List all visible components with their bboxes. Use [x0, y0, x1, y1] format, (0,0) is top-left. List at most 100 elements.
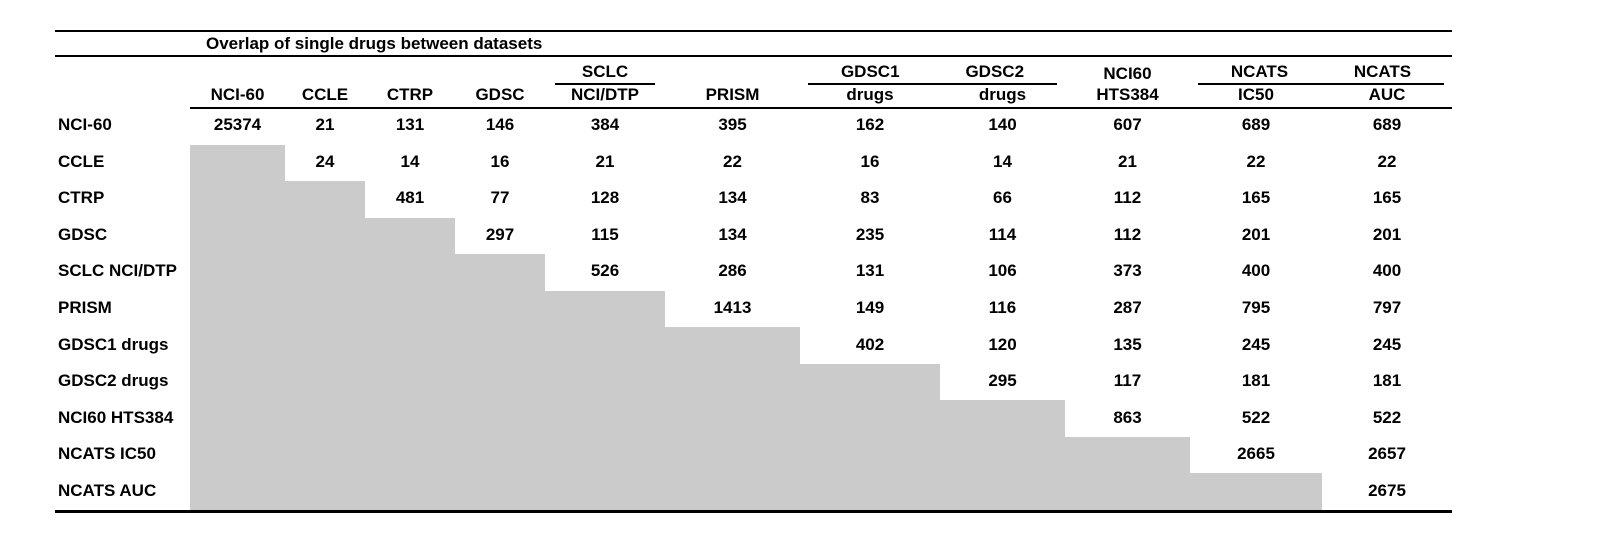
- overlap-value-cell: 16: [860, 151, 880, 171]
- column-header-prism: PRISM: [665, 85, 800, 109]
- overlap-value-cell: 14: [993, 151, 1012, 171]
- shaded-cell: [365, 254, 455, 291]
- overlap-value-cell: 21: [595, 151, 615, 171]
- row-label: GDSC1 drugs: [58, 334, 169, 354]
- column-header-nci-dtp: NCI/DTP: [545, 85, 665, 109]
- overlap-value-cell: 384: [590, 115, 620, 135]
- shaded-cell: [285, 473, 365, 511]
- shaded-cell: [800, 473, 940, 511]
- shaded-cell: [455, 400, 545, 437]
- shaded-cell: [455, 436, 545, 474]
- overlap-value-cell: 149: [855, 298, 885, 317]
- overlap-value-cell: 181: [1241, 371, 1271, 391]
- shaded-cell: [285, 217, 365, 255]
- table-row-ncats-ic50: NCATS IC50 2665 2657: [55, 436, 1452, 474]
- column-group-label: GDSC2: [965, 62, 1025, 82]
- overlap-value-cell: 77: [490, 188, 510, 208]
- row-label: CTRP: [58, 188, 105, 208]
- shaded-cell: [190, 217, 285, 255]
- overlap-value-cell: 295: [988, 371, 1017, 391]
- overlap-value-cell: 22: [1377, 151, 1397, 171]
- overlap-value-cell: 22: [1246, 151, 1266, 171]
- overlap-value-cell: 134: [718, 224, 747, 244]
- overlap-value-cell: 83: [860, 188, 880, 208]
- overlap-value-cell: 522: [1372, 407, 1402, 427]
- row-label: SCLC NCI/DTP: [58, 261, 177, 281]
- shaded-cell: [665, 436, 800, 474]
- overlap-value-cell: 114: [988, 224, 1017, 244]
- column-group-header-row: SCLC GDSC1 GDSC2 NCI60 NCATS NCATS: [55, 57, 1452, 85]
- shaded-cell: [545, 436, 665, 474]
- overlap-value-cell: 2657: [1368, 444, 1406, 464]
- overlap-value-cell: 116: [988, 298, 1017, 317]
- shaded-cell: [1065, 473, 1190, 511]
- overlap-value-cell: 287: [1113, 298, 1142, 317]
- overlap-value-cell: 24: [315, 151, 335, 171]
- shaded-cell: [365, 400, 455, 437]
- column-header-row: NCI-60 CCLE CTRP GDSC NCI/DTP PRISM drugs drugs…: [55, 85, 1452, 109]
- overlap-value-cell: 481: [395, 188, 425, 208]
- table-row-gdsc1-drugs: GDSC1 drugs 402 120 135 245 245: [55, 327, 1452, 364]
- column-header-spacer: [55, 85, 190, 109]
- table-title-row: Overlap of single drugs between datasets: [55, 32, 1452, 57]
- shaded-cell: [190, 363, 285, 401]
- row-label: GDSC: [58, 224, 108, 244]
- overlap-value-cell: 526: [590, 261, 620, 281]
- overlap-value-cell: 112: [1113, 224, 1142, 244]
- table-row-ccle: CCLE 24 14 16 21 22 16 14 21 22 22: [55, 144, 1452, 182]
- overlap-value-cell: 131: [855, 261, 885, 281]
- row-label: NCATS IC50: [58, 444, 156, 464]
- column-header-drugs: drugs: [940, 85, 1065, 109]
- overlap-value-cell: 402: [855, 334, 885, 354]
- overlap-value-cell: 117: [1113, 371, 1142, 391]
- overlap-value-cell: 2675: [1368, 480, 1406, 500]
- column-group-nci60: NCI60: [1065, 57, 1190, 85]
- row-label: CCLE: [58, 151, 105, 171]
- overlap-value-cell: 795: [1241, 298, 1271, 317]
- column-header-auc: AUC: [1322, 85, 1452, 109]
- column-group-label: NCATS: [1230, 62, 1289, 82]
- shaded-cell: [1190, 473, 1322, 511]
- shaded-cell: [1065, 436, 1190, 474]
- row-label: GDSC2 drugs: [58, 371, 169, 391]
- overlap-value-cell: 797: [1372, 298, 1402, 317]
- shaded-cell: [940, 400, 1065, 437]
- overlap-value-cell: 400: [1372, 261, 1402, 281]
- table-row-prism: PRISM 1413 149 116 287 795 797: [55, 290, 1452, 328]
- row-label: NCI60 HTS384: [58, 407, 174, 427]
- overlap-value-cell: 120: [988, 334, 1017, 354]
- shaded-cell: [285, 436, 365, 474]
- column-group-inner: GDSC1 GDSC2: [808, 63, 1057, 85]
- drug-overlap-table: Overlap of single drugs between datasets…: [55, 30, 1452, 514]
- shaded-cell: [455, 327, 545, 364]
- shaded-cell: [285, 254, 365, 291]
- overlap-value-cell: 181: [1372, 371, 1402, 391]
- shaded-cell: [665, 400, 800, 437]
- shaded-cell: [285, 327, 365, 364]
- overlap-value-cell: 22: [723, 151, 742, 171]
- overlap-value-cell: 135: [1113, 334, 1142, 354]
- overlap-value-cell: 245: [1372, 334, 1402, 354]
- overlap-value-cell: 522: [1241, 407, 1271, 427]
- overlap-value-cell: 165: [1241, 188, 1271, 208]
- column-header-hts384: HTS384: [1065, 85, 1190, 109]
- overlap-value-cell: 25374: [213, 115, 262, 135]
- column-group-gdsc1-gdsc2: GDSC1 GDSC2: [800, 57, 1065, 85]
- shaded-cell: [365, 217, 455, 255]
- overlap-value-cell: 689: [1372, 115, 1402, 135]
- overlap-value-cell: 607: [1113, 115, 1142, 135]
- overlap-value-cell: 128: [590, 188, 620, 208]
- shaded-cell: [800, 400, 940, 437]
- overlap-value-cell: 400: [1241, 261, 1271, 281]
- shaded-cell: [190, 473, 285, 511]
- overlap-value-cell: 201: [1241, 224, 1271, 244]
- shaded-cell: [190, 436, 285, 474]
- overlap-value-cell: 21: [1118, 151, 1137, 171]
- shaded-cell: [455, 473, 545, 511]
- overlap-value-cell: 297: [485, 224, 515, 244]
- row-label: NCI-60: [58, 115, 112, 135]
- table-row-sclc-nci-dtp: SCLC NCI/DTP 526 286 131 106 373 400 400: [55, 254, 1452, 291]
- overlap-value-cell: 162: [855, 115, 885, 135]
- overlap-value-cell: 286: [718, 261, 747, 281]
- shaded-cell: [365, 436, 455, 474]
